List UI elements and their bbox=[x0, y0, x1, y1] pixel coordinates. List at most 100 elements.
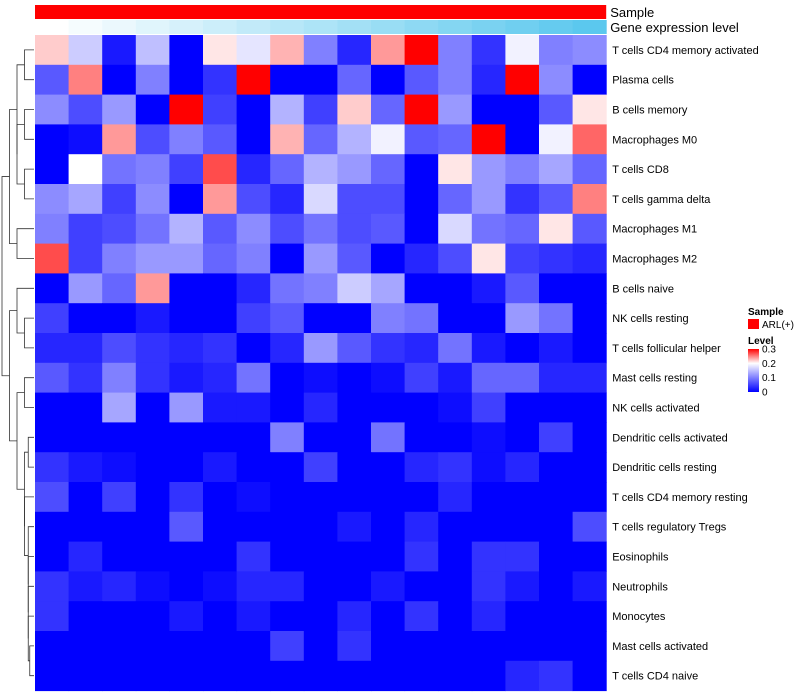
heatmap-cell bbox=[371, 273, 406, 304]
heatmap-cell bbox=[102, 333, 137, 364]
heatmap-cell bbox=[102, 392, 137, 423]
heatmap-cell bbox=[371, 94, 406, 125]
heatmap-cell bbox=[404, 660, 439, 692]
dendrogram-branch bbox=[27, 585, 34, 639]
heatmap-cell bbox=[505, 660, 540, 692]
heatmap-cell bbox=[135, 660, 170, 692]
heatmap-cell bbox=[169, 422, 204, 453]
heatmap-cell bbox=[169, 213, 204, 245]
heatmap-cell bbox=[539, 213, 574, 245]
heatmap-cell bbox=[404, 154, 439, 185]
heatmap-cell bbox=[337, 273, 372, 304]
heatmap-cell bbox=[236, 124, 271, 155]
heatmap-cell bbox=[35, 94, 70, 125]
heatmap-cell bbox=[135, 64, 170, 96]
heatmap-cell bbox=[572, 333, 607, 364]
heatmap-cell bbox=[303, 154, 338, 185]
heatmap-cell bbox=[169, 273, 204, 304]
heatmap-cell bbox=[135, 184, 170, 215]
heatmap-cell bbox=[572, 571, 607, 602]
heatmap-cell bbox=[572, 511, 607, 543]
heatmap-cell bbox=[337, 362, 372, 394]
heatmap-cell bbox=[438, 64, 473, 96]
heatmap-cell bbox=[303, 660, 338, 692]
dendrogram-branch bbox=[24, 377, 34, 408]
heatmap-cell bbox=[572, 422, 607, 453]
row-label: Macrophages M0 bbox=[612, 134, 697, 146]
heatmap-cell bbox=[135, 541, 170, 572]
heatmap-cell bbox=[236, 482, 271, 513]
heatmap-cell bbox=[539, 452, 574, 483]
heatmap-cell bbox=[203, 243, 238, 274]
heatmap-cell bbox=[438, 333, 473, 364]
heatmap-cell bbox=[572, 64, 607, 96]
dendrogram-branch bbox=[16, 287, 34, 334]
legend-sample-swatch bbox=[748, 319, 759, 329]
heatmap-cell bbox=[169, 154, 204, 185]
heatmap-cell bbox=[438, 631, 473, 662]
heatmap-cell bbox=[102, 303, 137, 334]
heatmap-cell bbox=[505, 571, 540, 602]
heatmap-cell bbox=[35, 213, 70, 245]
heatmap-cell bbox=[68, 482, 103, 513]
heatmap-cell bbox=[505, 601, 540, 632]
heatmap-cell bbox=[203, 154, 238, 185]
heatmap-cell bbox=[35, 35, 70, 66]
row-label: B cells naive bbox=[612, 283, 674, 295]
expression-level-track-cell bbox=[270, 20, 305, 34]
heatmap-cell bbox=[404, 213, 439, 245]
heatmap-cell bbox=[371, 333, 406, 364]
heatmap-cell bbox=[505, 243, 540, 274]
heatmap-cell bbox=[539, 303, 574, 334]
heatmap-cell bbox=[438, 511, 473, 543]
heatmap-cell bbox=[102, 511, 137, 543]
heatmap-cell bbox=[102, 35, 137, 66]
heatmap-cell bbox=[371, 243, 406, 274]
dendrogram-branch bbox=[29, 645, 34, 677]
heatmap-cell bbox=[135, 482, 170, 513]
heatmap-cell bbox=[35, 571, 70, 602]
heatmap-cell bbox=[203, 333, 238, 364]
expression-level-track-cell bbox=[371, 20, 406, 34]
dendrogram-branch bbox=[16, 124, 25, 185]
heatmap-cell bbox=[471, 601, 506, 632]
heatmap-cell bbox=[203, 511, 238, 543]
heatmap-cell bbox=[471, 392, 506, 423]
heatmap-cell bbox=[169, 333, 204, 364]
heatmap-cell bbox=[68, 511, 103, 543]
heatmap-cell bbox=[505, 303, 540, 334]
heatmap-cell bbox=[135, 601, 170, 632]
heatmap-cell bbox=[471, 482, 506, 513]
heatmap-cell bbox=[337, 392, 372, 423]
heatmap-cell bbox=[505, 35, 540, 66]
heatmap-cell bbox=[539, 243, 574, 274]
heatmap-cell bbox=[438, 213, 473, 245]
heatmap-cell bbox=[102, 482, 137, 513]
heatmap-cell bbox=[236, 94, 271, 125]
heatmap-cell bbox=[371, 571, 406, 602]
heatmap-cell bbox=[102, 362, 137, 394]
heatmap-cell bbox=[572, 243, 607, 274]
heatmap-cell bbox=[371, 64, 406, 96]
heatmap-cell bbox=[572, 392, 607, 423]
heatmap-cell bbox=[35, 422, 70, 453]
dendrogram-branch bbox=[27, 556, 34, 613]
heatmap-cell bbox=[539, 571, 574, 602]
legend-color-bar bbox=[748, 349, 759, 392]
heatmap-cell bbox=[203, 452, 238, 483]
heatmap-cell bbox=[203, 213, 238, 245]
heatmap-cell bbox=[102, 660, 137, 692]
heatmap-cell bbox=[572, 631, 607, 662]
heatmap-cell bbox=[135, 273, 170, 304]
heatmap-cell bbox=[135, 452, 170, 483]
heatmap-cell bbox=[270, 35, 305, 66]
heatmap-cell bbox=[471, 631, 506, 662]
heatmap-cell bbox=[539, 631, 574, 662]
heatmap-cell bbox=[68, 362, 103, 394]
heatmap-cell bbox=[438, 273, 473, 304]
row-label: Mast cells activated bbox=[612, 641, 708, 653]
heatmap-cell bbox=[471, 571, 506, 602]
expression-level-track-cell bbox=[68, 20, 103, 34]
sample-track bbox=[35, 5, 607, 19]
dendrogram-branch bbox=[9, 310, 17, 442]
